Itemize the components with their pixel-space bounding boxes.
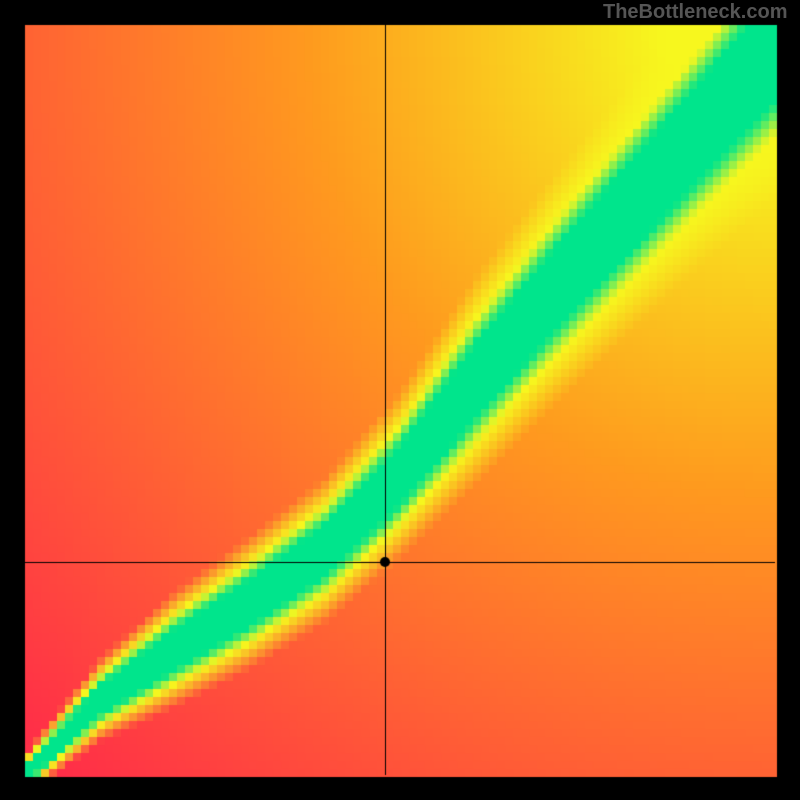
bottleneck-heatmap — [0, 0, 800, 800]
watermark-text: TheBottleneck.com — [603, 1, 787, 24]
